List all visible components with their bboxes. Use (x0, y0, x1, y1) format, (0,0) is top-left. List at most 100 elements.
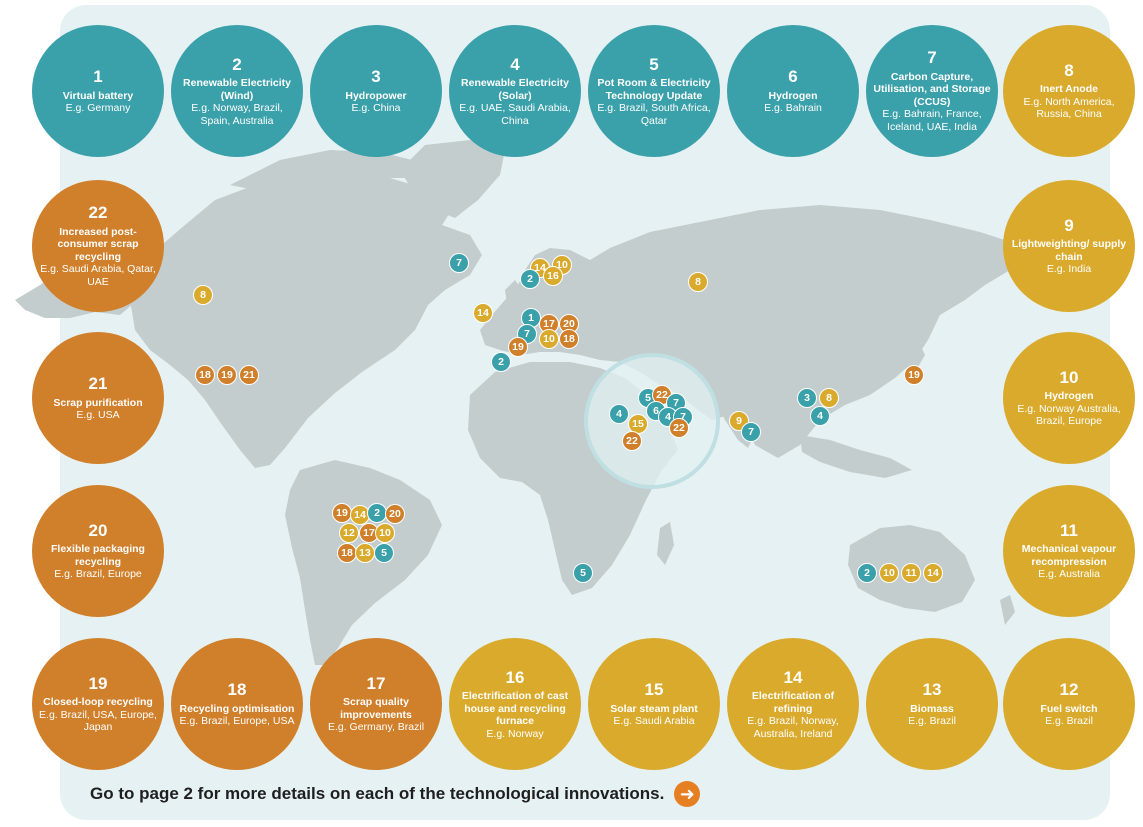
technology-number: 2 (232, 54, 242, 74)
technology-example: E.g. North America, Russia, China (1023, 95, 1115, 121)
technology-title: Renewable Electricity (Wind) (183, 77, 291, 102)
map-marker: 18 (337, 543, 357, 563)
technology-title: Renewable Electricity (Solar) (461, 77, 569, 102)
map-marker: 22 (669, 418, 689, 438)
technology-title: Increased post-consumer scrap recycling (57, 225, 139, 263)
map-marker: 8 (688, 272, 708, 292)
technology-circle-13: 13 Biomass E.g. Brazil (866, 638, 998, 770)
technology-circle-10: 10 Hydrogen E.g. Norway Australia, Brazil,… (1003, 332, 1135, 464)
technology-circle-1: 1 Virtual battery E.g. Germany (32, 25, 164, 157)
technology-example: E.g. Norway (486, 727, 544, 740)
footer[interactable]: Go to page 2 for more details on each of… (90, 781, 701, 807)
arrow-right-icon[interactable]: ➜ (674, 781, 701, 807)
technology-example: E.g. Brazil, South Africa, Qatar (597, 102, 711, 127)
technology-title: Hydrogen (1044, 390, 1094, 403)
map-marker: 3 (797, 388, 817, 408)
technology-circle-4: 4 Renewable Electricity (Solar) E.g. UAE, … (449, 25, 581, 157)
technology-circle-12: 12 Fuel switch E.g. Brazil (1003, 638, 1135, 770)
map-marker: 2 (491, 352, 511, 372)
footer-text: Go to page 2 for more details on each of… (90, 784, 665, 803)
technology-number: 1 (93, 67, 103, 87)
technology-example: E.g. Saudi Arabia (613, 715, 695, 728)
technology-example: E.g. Brazil, Europe, USA (179, 715, 295, 728)
technology-title: Electrification of cast house and recycl… (461, 690, 569, 728)
middle-east-zoom-circle (584, 353, 720, 489)
technology-example: E.g. Australia (1038, 568, 1100, 581)
map-marker: 14 (923, 563, 943, 583)
technology-example: E.g. USA (76, 409, 120, 422)
technology-title: Scrap quality improvements (340, 696, 412, 721)
technology-title: Carbon Capture, Utilisation, and Storage… (873, 70, 991, 108)
technology-title: Mechanical vapour recompression (1021, 543, 1117, 568)
technology-title: Biomass (910, 702, 954, 715)
technology-circle-11: 11 Mechanical vapour recompression E.g. Au… (1003, 485, 1135, 617)
technology-circle-15: 15 Solar steam plant E.g. Saudi Arabia (588, 638, 720, 770)
technology-example: E.g. India (1046, 263, 1092, 276)
technology-number: 14 (783, 667, 803, 687)
map-marker: 18 (559, 329, 579, 349)
technology-number: 3 (371, 67, 381, 87)
map-marker: 2 (520, 269, 540, 289)
technology-number: 18 (227, 680, 247, 700)
technology-number: 8 (1064, 60, 1074, 80)
map-marker: 19 (904, 365, 924, 385)
map-marker: 5 (573, 563, 593, 583)
technology-example: E.g. Norway, Brazil, Spain, Australia (191, 102, 283, 127)
map-marker: 8 (193, 285, 213, 305)
technology-circle-18: 18 Recycling optimisation E.g. Brazil, Eur… (171, 638, 303, 770)
map-marker: 19 (508, 337, 528, 357)
technology-title: Virtual battery (62, 89, 134, 102)
technology-title: Solar steam plant (610, 702, 698, 715)
technology-title: Hydropower (345, 89, 407, 102)
technology-number: 12 (1059, 680, 1079, 700)
technology-circle-20: 20 Flexible packaging recycling E.g. Brazi… (32, 485, 164, 617)
map-marker: 10 (879, 563, 899, 583)
technology-circle-19: 19 Closed-loop recycling E.g. Brazil, USA,… (32, 638, 164, 770)
technology-circle-5: 5 Pot Room & Electricity Technology Updat… (588, 25, 720, 157)
technology-number: 15 (644, 680, 664, 700)
technology-circle-17: 17 Scrap quality improvements E.g. Germany… (310, 638, 442, 770)
technology-number: 7 (927, 48, 937, 68)
technology-circle-14: 14 Electrification of refining E.g. Brazil… (727, 638, 859, 770)
map-marker: 20 (385, 504, 405, 524)
technology-title: Flexible packaging recycling (51, 543, 145, 568)
map-marker: 2 (857, 563, 877, 583)
technology-number: 10 (1059, 367, 1079, 387)
map-marker: 4 (609, 404, 629, 424)
technology-title: Recycling optimisation (179, 702, 295, 715)
map-marker: 16 (543, 266, 563, 286)
technology-example: E.g. UAE, Saudi Arabia, China (459, 102, 571, 127)
technology-example: E.g. Brazil (1045, 715, 1093, 728)
technology-circle-3: 3 Hydropower E.g. China (310, 25, 442, 157)
technology-number: 9 (1064, 215, 1074, 235)
technology-title: Lightweighting/ supply chain (1011, 238, 1127, 263)
technology-number: 5 (649, 54, 659, 74)
map-marker: 8 (819, 388, 839, 408)
technology-example: E.g. Germany (65, 102, 131, 115)
technology-example: E.g. Germany, Brazil (327, 721, 425, 734)
map-marker: 18 (195, 365, 215, 385)
map-marker: 19 (332, 503, 352, 523)
map-marker: 2 (367, 503, 387, 523)
technology-example: E.g. Bahrain (764, 102, 822, 115)
map-marker: 4 (810, 406, 830, 426)
map-marker: 10 (539, 329, 559, 349)
map-marker: 22 (622, 431, 642, 451)
map-marker: 21 (239, 365, 259, 385)
technology-title: Electrification of refining (751, 690, 835, 715)
map-marker: 7 (741, 422, 761, 442)
uk-landmass (505, 280, 522, 310)
technology-circle-16: 16 Electrification of cast house and recy… (449, 638, 581, 770)
technology-circle-7: 7 Carbon Capture, Utilisation, and Storag… (866, 25, 998, 157)
technology-example: E.g. Brazil, Norway, Australia, Ireland (747, 715, 839, 740)
technology-number: 4 (510, 54, 520, 74)
madagascar-landmass (657, 522, 674, 565)
technology-title: Inert Anode (1040, 83, 1098, 96)
technology-title: Pot Room & Electricity Technology Update (597, 77, 711, 102)
greenland-landmass (400, 140, 505, 218)
technology-circle-6: 6 Hydrogen E.g. Bahrain (727, 25, 859, 157)
technology-example: E.g. China (351, 102, 401, 115)
technology-title: Closed-loop recycling (43, 696, 153, 709)
technology-circle-8: 8 Inert Anode E.g. North America, Russia, … (1003, 25, 1135, 157)
technology-number: 19 (88, 673, 108, 693)
